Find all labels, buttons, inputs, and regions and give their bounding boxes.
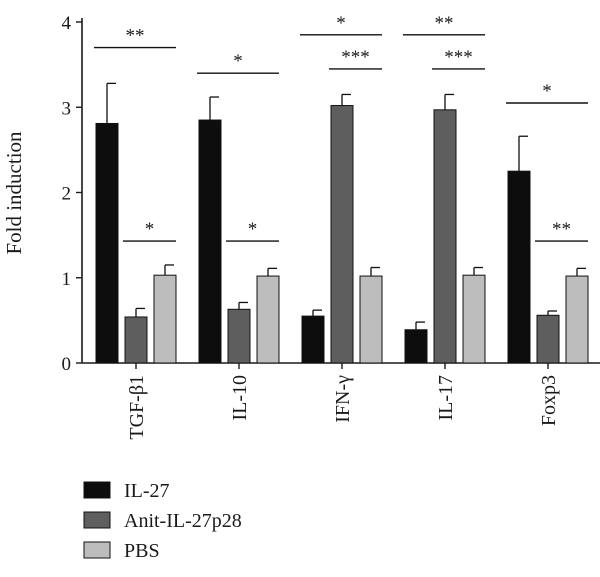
bar-1 bbox=[95, 122, 119, 364]
legend-swatch bbox=[83, 481, 111, 499]
x-tick-label: IL-10 bbox=[229, 375, 251, 421]
bar-2 bbox=[433, 109, 457, 364]
y-axis-label: Fold induction bbox=[2, 131, 26, 255]
significance-label: * bbox=[542, 81, 552, 102]
bar-2 bbox=[330, 105, 354, 364]
legend-swatch bbox=[83, 541, 111, 559]
significance-label: * bbox=[336, 13, 346, 34]
bar-3 bbox=[462, 274, 486, 364]
bar-2 bbox=[227, 308, 251, 364]
significance-label: ** bbox=[126, 26, 145, 47]
bar-1 bbox=[404, 329, 428, 364]
bar-3 bbox=[153, 274, 177, 364]
legend-swatch bbox=[83, 511, 111, 529]
y-tick-label: 0 bbox=[62, 354, 72, 375]
bar-1 bbox=[198, 119, 222, 364]
significance-label: *** bbox=[444, 47, 473, 68]
legend: IL-27 Anit-IL-27p28 PBS bbox=[83, 480, 242, 562]
significance-label: * bbox=[233, 51, 243, 72]
bar-2 bbox=[536, 314, 560, 364]
bar-3 bbox=[565, 275, 589, 364]
legend-label: Anit-IL-27p28 bbox=[124, 510, 242, 532]
significance-label: * bbox=[145, 219, 155, 240]
y-tick-label: 1 bbox=[62, 269, 72, 290]
bar-1 bbox=[507, 170, 531, 364]
significance-label: * bbox=[248, 219, 258, 240]
x-tick-label: IL-17 bbox=[435, 375, 457, 421]
legend-label: PBS bbox=[124, 540, 160, 562]
x-tick-label: TGF-β1 bbox=[126, 375, 148, 440]
bar-3 bbox=[359, 275, 383, 364]
bar-1 bbox=[301, 315, 325, 364]
y-tick-label: 3 bbox=[62, 98, 72, 119]
y-tick-label: 4 bbox=[62, 13, 72, 34]
significance-label: *** bbox=[341, 47, 370, 68]
x-tick-label: IFN-γ bbox=[332, 375, 354, 423]
significance-label: ** bbox=[552, 219, 571, 240]
significance-label: ** bbox=[435, 13, 454, 34]
bar-3 bbox=[256, 275, 280, 364]
y-tick-label: 2 bbox=[62, 184, 72, 205]
bar-2 bbox=[124, 316, 148, 364]
legend-label: IL-27 bbox=[124, 480, 170, 502]
x-tick-label: Foxp3 bbox=[538, 375, 560, 426]
